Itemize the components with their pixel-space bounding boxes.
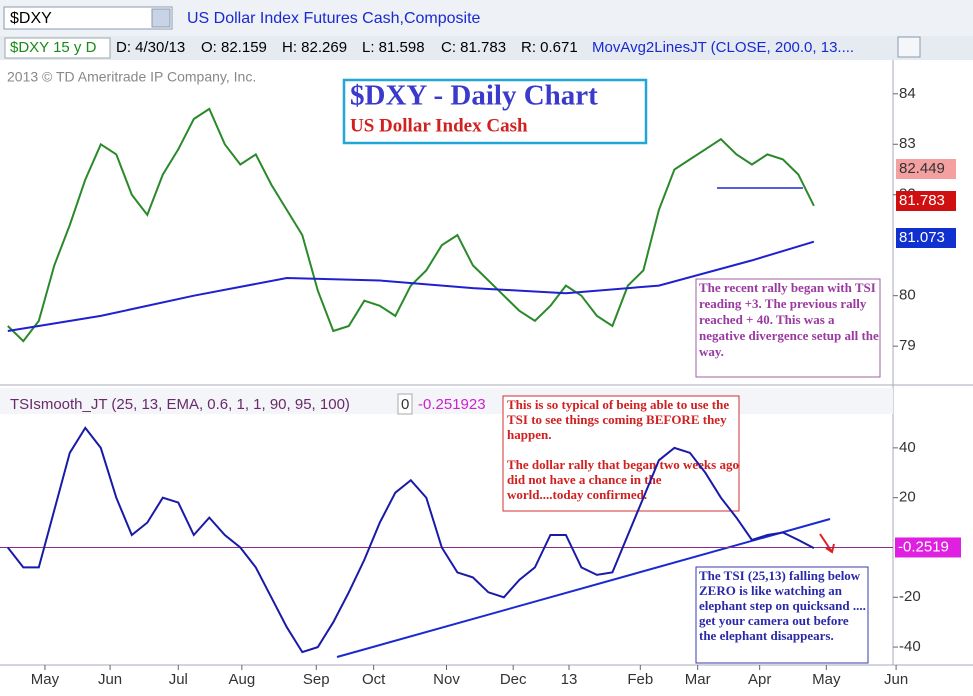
x-tick-label: May [31,671,60,688]
y-tick-label: 80 [899,287,916,304]
x-tick-label: Aug [229,671,256,688]
info-bar [0,36,973,60]
x-tick-label: May [812,671,841,688]
price-tag [896,228,956,248]
series-line [7,107,815,343]
price-tag-label: 82.449 [899,160,945,177]
info-date: D: 4/30/13 [116,39,185,56]
series-line [7,240,815,332]
info-close: C: 81.783 [441,39,506,56]
y-tick-label: 83 [899,135,916,152]
x-tick-label: Apr [748,671,771,688]
value-tag [895,537,961,558]
annotation-text: The recent rally began with TSI reading … [699,280,879,359]
series-line [7,426,815,654]
x-tick-label: Feb [627,671,653,688]
symbol-box[interactable] [3,6,173,30]
trend-line [336,518,831,658]
x-tick-label: Jun [98,671,122,688]
chart-subtitle: US Dollar Index Cash [350,115,528,136]
annotation: This is so typical of being able to use … [507,397,739,502]
x-tick-label: Dec [500,671,527,688]
price-tag-label: 81.073 [899,229,945,246]
study-title: TSIsmooth_JT (25, 13, EMA, 0.6, 1, 1, 90… [10,396,350,413]
annotation-box [695,278,881,378]
y-tick-label: 40 [899,439,916,456]
study-button[interactable] [897,36,921,58]
x-tick-label: Sep [303,671,330,688]
description: US Dollar Index Futures Cash,Composite [187,10,481,27]
info-study: MovAvg2LinesJT (CLOSE, 200.0, 13.... [592,39,854,56]
info-high: H: 82.269 [282,39,347,56]
study-value: -0.251923 [418,396,486,413]
y-tick-label: -20 [899,588,921,605]
x-tick-label: Mar [685,671,711,688]
zero-cell [397,393,413,415]
x-tick-label: Jul [169,671,188,688]
info-cell [4,37,111,59]
x-tick-label: Nov [433,671,460,688]
value-tag-label: -0.2519 [898,538,949,555]
annotation-box [695,566,869,664]
y-tick-label: 84 [899,85,916,102]
study-header [0,388,893,414]
annotation-text: The TSI (25,13) falling below ZERO is li… [699,568,866,643]
price-tag-label: 81.783 [899,192,945,209]
annotation-text: This is so typical of being able to use … [507,397,739,502]
x-tick-label: Oct [362,671,386,688]
x-tick-label: Jun [884,671,908,688]
info-range: R: 0.671 [521,39,578,56]
annotation-box [502,395,740,512]
dropdown[interactable] [151,8,171,28]
copyright: 2013 © TD Ameritrade IP Company, Inc. [7,69,256,85]
price-tag [896,159,956,179]
y-tick-label: -40 [899,638,921,655]
arrow [819,533,835,554]
price-tag [896,191,956,211]
title-box [342,78,648,145]
y-tick-label: 20 [899,489,916,506]
info-low: L: 81.598 [362,39,425,56]
info-symbol: $DXY 15 y D [10,39,97,56]
symbol: $DXY [10,10,52,27]
annotation: The recent rally began with TSI reading … [699,280,879,359]
x-tick-label: 13 [561,671,578,688]
zero-label: 0 [401,396,409,413]
chart-title: $DXY - Daily Chart [350,80,598,112]
annotation: The TSI (25,13) falling below ZERO is li… [699,568,866,643]
info-open: O: 82.159 [201,39,267,56]
y-tick-label: 79 [899,337,916,354]
